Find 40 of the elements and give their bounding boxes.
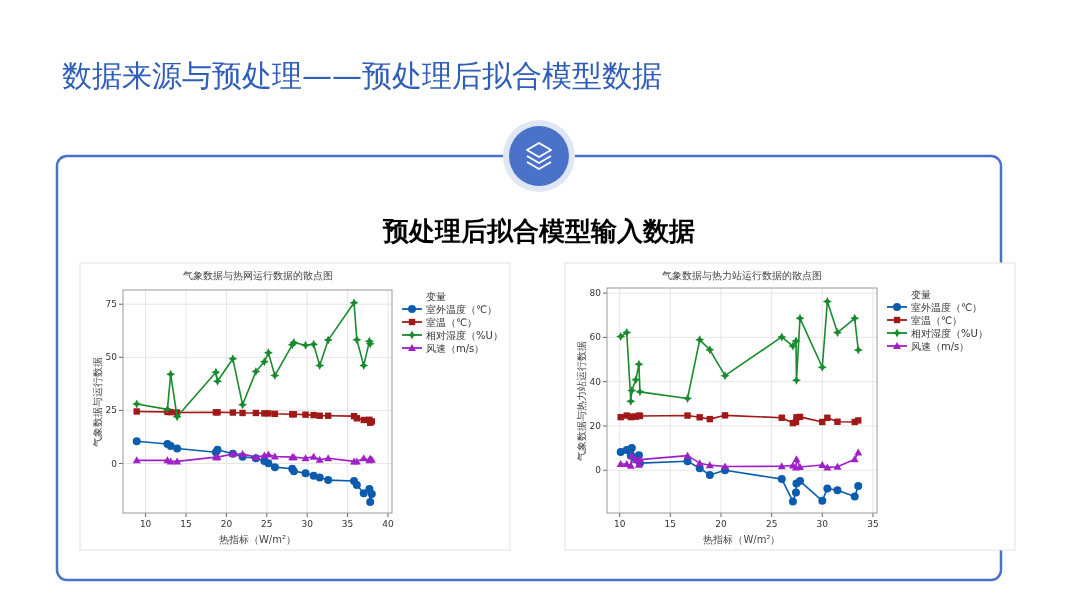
y-tick-label: 75 [105,299,117,310]
legend-label: 室温（℃） [426,317,478,328]
x-axis-title: 热指标（W/m²） [218,534,297,545]
x-tick-label: 15 [180,519,192,529]
legend-label: 相对湿度（%U） [426,330,503,341]
x-tick-label: 35 [341,519,354,529]
y-tick-label: 0 [595,465,602,476]
y-tick-label: 25 [105,405,117,416]
legend-label: 室外温度（℃） [911,302,983,313]
text: 预处理后拟合模型输入数据 [382,216,695,246]
x-tick-label: 10 [139,519,152,529]
x-tick-label: 30 [816,519,829,529]
x-tick-label: 10 [613,519,626,529]
legend-label: 室温（℃） [911,315,963,326]
y-tick-label: 80 [589,288,602,299]
y-axis-title: 气象数据与运行数据 [92,356,103,447]
x-tick-label: 25 [765,519,778,529]
x-tick-label: 40 [382,519,394,529]
x-tick-label: 35 [867,519,879,529]
legend-label: 室外温度（℃） [426,304,498,315]
y-tick-label: 40 [589,376,602,387]
legend-label: 风速（m/s） [426,343,485,354]
x-tick-label: 20 [220,519,233,529]
legend-title: 变量 [911,289,931,300]
x-tick-label: 15 [664,519,677,529]
legend-title: 变量 [426,291,446,302]
text: 数据来源与预处理——预处理后拟合模型数据 [62,58,662,93]
legend-label: 风速（m/s） [911,341,970,352]
y-tick-label: 0 [111,458,118,469]
y-tick-label: 60 [589,332,602,343]
x-axis-title: 热指标（W/m²） [703,534,781,545]
x-tick-label: 25 [261,519,273,529]
chart-title: 气象数据与热力站运行数据的散点图 [662,270,822,281]
legend-label: 相对湿度（%U） [911,328,988,339]
x-tick-label: 20 [715,519,727,529]
x-tick-label: 30 [301,519,314,529]
chart-title: 气象数据与热网运行数据的散点图 [182,270,333,281]
y-tick-label: 20 [589,420,602,431]
y-tick-label: 50 [105,352,118,363]
y-axis-title: 气象数据与热力站运行数据 [576,340,587,461]
